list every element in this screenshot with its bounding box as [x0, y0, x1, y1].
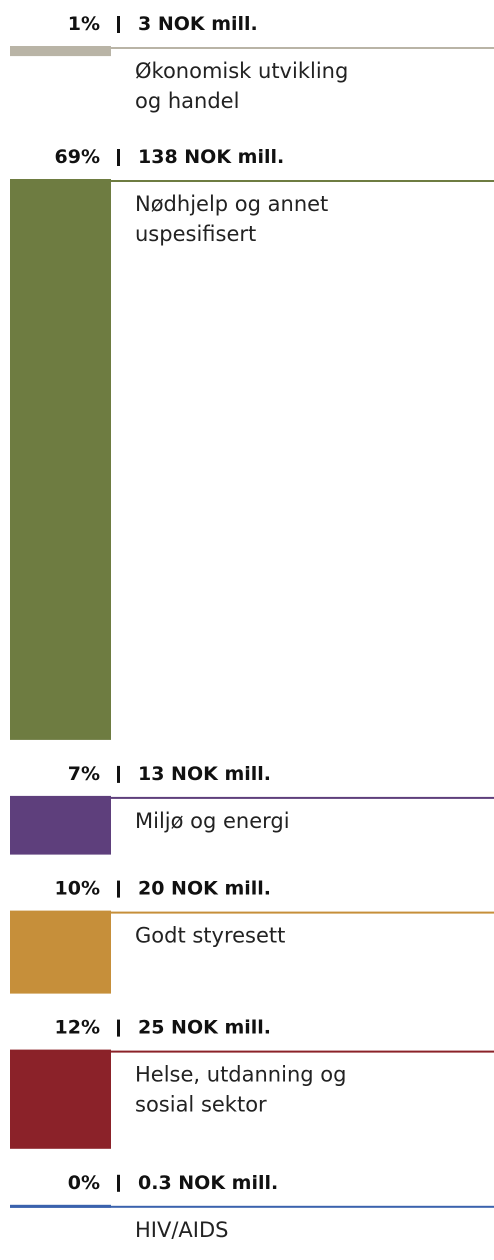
percent-label: 12%: [55, 1017, 100, 1039]
percent-label: 1%: [68, 13, 100, 35]
bar-segment: [10, 797, 111, 855]
separator: [117, 1174, 120, 1192]
section-rule: [10, 1050, 494, 1053]
section-rule-stub: [10, 910, 111, 914]
amount-label: 20 NOK mill.: [138, 878, 271, 900]
section-rule: [10, 1205, 494, 1208]
section-rule-stub: [10, 46, 111, 49]
bar-segment: [10, 181, 111, 740]
bar-segment: [10, 1051, 111, 1149]
section-rule: [10, 911, 494, 914]
amount-label: 13 NOK mill.: [138, 763, 271, 785]
amount-label: 25 NOK mill.: [138, 1017, 271, 1039]
percent-label: 69%: [55, 146, 100, 168]
category-label: HIV/AIDS: [135, 1218, 229, 1242]
section-rule-stub: [10, 179, 111, 182]
section-rule-stub: [10, 795, 111, 799]
category-label: sosial sektor: [135, 1093, 267, 1117]
category-label: Økonomisk utvikling: [135, 59, 348, 83]
percent-label: 0%: [68, 1172, 100, 1194]
category-label: Miljø og energi: [135, 809, 290, 833]
percent-label: 10%: [55, 878, 100, 900]
section-rule-stub: [10, 1049, 111, 1053]
percent-label: 7%: [68, 763, 100, 785]
category-label: og handel: [135, 89, 239, 113]
bar-segment: [10, 912, 111, 994]
category-label: Helse, utdanning og: [135, 1063, 346, 1087]
separator: [117, 149, 120, 166]
section-rule: [10, 796, 494, 799]
section-rule: [10, 47, 494, 49]
amount-label: 0.3 NOK mill.: [138, 1172, 278, 1194]
category-label: Nødhjelp og annet: [135, 192, 328, 216]
category-label: Godt styresett: [135, 924, 285, 948]
separator: [117, 880, 120, 898]
section-rule: [10, 180, 494, 182]
section-rule-stub: [10, 1204, 111, 1208]
category-label: uspesifisert: [135, 222, 256, 246]
bar-segment: [10, 48, 111, 57]
amount-label: 3 NOK mill.: [138, 13, 258, 35]
amount-label: 138 NOK mill.: [138, 146, 284, 168]
separator: [117, 765, 120, 783]
separator: [117, 16, 120, 33]
separator: [117, 1019, 120, 1037]
